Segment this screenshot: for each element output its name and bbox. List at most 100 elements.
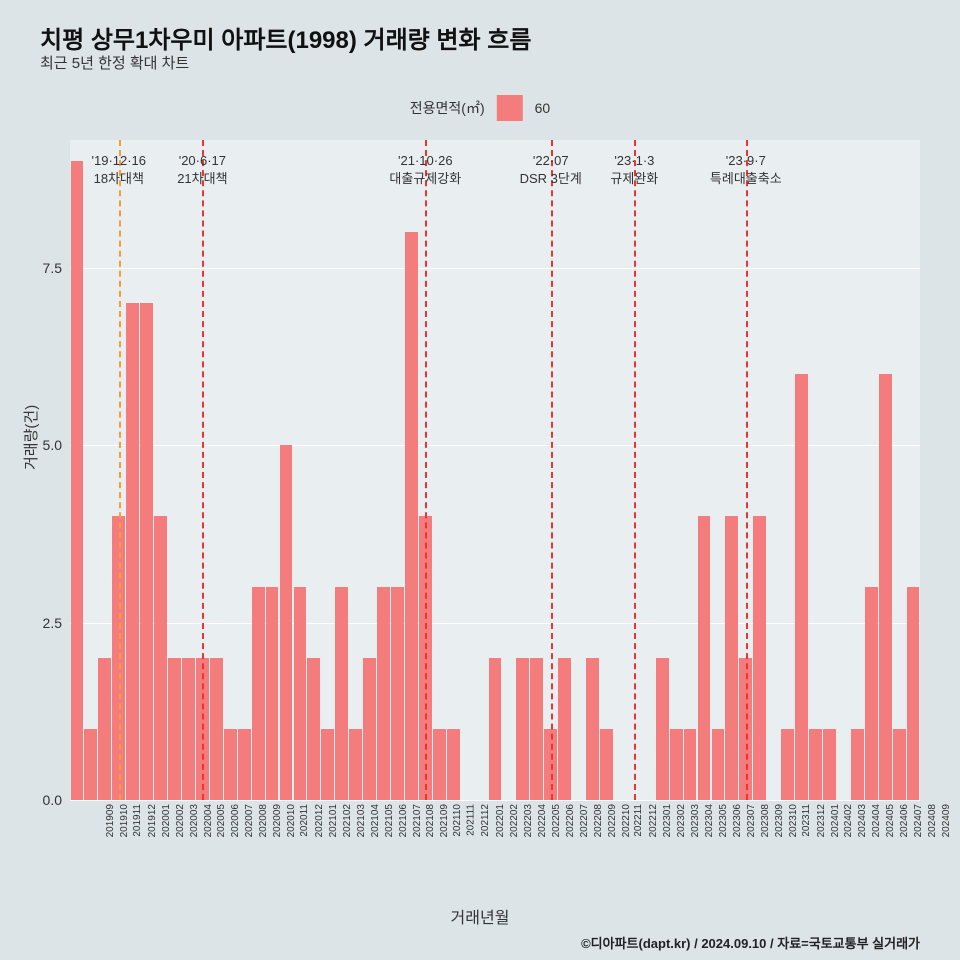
policy-annotation: '23·1·3규제완화 [610,152,658,188]
x-tick-label: 202201 [495,804,506,837]
x-tick-label: 202109 [439,804,450,837]
bar [893,729,906,800]
x-tick-label: 202312 [815,804,826,837]
policy-line [425,140,427,800]
chart-title: 치평 상무1차우미 아파트(1998) 거래량 변화 흐름 [40,20,531,55]
policy-line [746,140,748,800]
x-tick-label: 202210 [620,804,631,837]
x-tick-label: 202003 [188,804,199,837]
x-tick-label: 202211 [634,804,645,837]
gridline [70,445,920,446]
bar [656,658,669,800]
x-tick-label: 202311 [801,804,812,837]
bar [252,587,265,800]
bar [558,658,571,800]
bar [489,658,502,800]
x-tick-label: 202402 [843,804,854,837]
x-tick-label: 202011 [299,804,310,837]
bar [433,729,446,800]
x-tick-label: 202206 [565,804,576,837]
x-tick-label: 201912 [147,804,158,837]
y-tick-label: 0.0 [43,792,62,808]
x-tick-label: 202409 [941,804,952,837]
policy-annotation: '20·6·1721차대책 [177,152,227,188]
y-tick-label: 5.0 [43,437,62,453]
x-tick-label: 202104 [370,804,381,837]
x-tick-label: 202112 [480,804,491,837]
bar [391,587,404,800]
policy-annotation: '23·9·7특례대출축소 [710,152,782,188]
x-tick-label: 202310 [788,804,799,837]
x-tick-label: 202404 [871,804,882,837]
policy-annotation: '21·10·26대출규제강화 [389,152,461,188]
x-tick-label: 201909 [105,804,116,837]
x-tick-label: 202403 [857,804,868,837]
x-tick-label: 202004 [202,804,213,837]
bar [600,729,613,800]
x-tick-label: 202307 [746,804,757,837]
bar [447,729,460,800]
bar [670,729,683,800]
x-tick-label: 202212 [648,804,659,837]
bar [363,658,376,800]
x-tick-label: 202007 [244,804,255,837]
y-tick-label: 7.5 [43,260,62,276]
bar [182,658,195,800]
bar [168,658,181,800]
x-tick-label: 202301 [662,804,673,837]
x-tick-label: 202102 [342,804,353,837]
x-tick-label: 202103 [356,804,367,837]
bar [865,587,878,800]
x-tick-label: 202203 [523,804,534,837]
bar [698,516,711,800]
x-tick-label: 202107 [411,804,422,837]
policy-line [119,140,121,800]
x-tick-label: 202006 [230,804,241,837]
credit-line: ©디아파트(dapt.kr) / 2024.09.10 / 자료=국토교통부 실… [581,933,920,952]
x-tick-label: 202208 [593,804,604,837]
x-tick-label: 202306 [732,804,743,837]
x-tick-label: 202202 [509,804,520,837]
x-tick-label: 202108 [425,804,436,837]
x-tick-label: 202304 [704,804,715,837]
gridline [70,800,920,801]
x-tick-label: 202106 [397,804,408,837]
bar [823,729,836,800]
bar [851,729,864,800]
bar [712,729,725,800]
x-tick-label: 202401 [829,804,840,837]
bar [294,587,307,800]
x-tick-label: 202302 [676,804,687,837]
x-tick-label: 202207 [579,804,590,837]
x-tick-label: 201911 [132,804,143,837]
bar [725,516,738,800]
bar [335,587,348,800]
bar [238,729,251,800]
x-tick-label: 202405 [885,804,896,837]
x-tick-label: 202001 [161,804,172,837]
x-axis-label: 거래년월 [451,904,510,928]
bar [530,658,543,800]
y-axis-label: 거래량(건) [20,405,41,470]
x-tick-label: 202010 [286,804,297,837]
bar [98,658,111,800]
bar [84,729,97,800]
legend-series-label: 60 [535,100,551,116]
chart-plot-area: 0.02.55.07.52019092019102019112019122020… [70,140,920,800]
x-tick-label: 202406 [899,804,910,837]
bar [349,729,362,800]
bar [684,729,697,800]
x-tick-label: 202101 [328,804,339,837]
bar [516,658,529,800]
x-tick-label: 202005 [216,804,227,837]
x-tick-label: 201910 [119,804,130,837]
bar [280,445,293,800]
bar [907,587,920,800]
bar [126,303,139,800]
bar [809,729,822,800]
policy-annotation: '19·12·1618차대책 [92,152,147,188]
bar [405,232,418,800]
x-tick-label: 202111 [466,804,477,836]
legend-swatch [497,95,523,121]
bar [753,516,766,800]
